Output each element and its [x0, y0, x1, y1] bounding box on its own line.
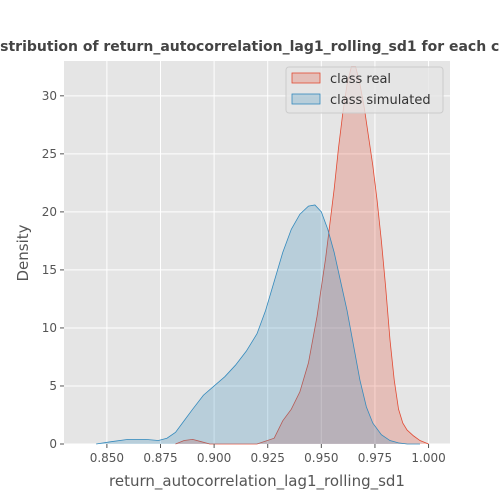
y-tick-label: 15 — [42, 263, 57, 277]
plot-background — [64, 61, 450, 444]
x-axis-label: return_autocorrelation_lag1_rolling_sd1 — [109, 472, 405, 491]
y-tick-label: 10 — [42, 321, 57, 335]
x-tick-label: 0.975 — [358, 451, 392, 465]
legend-swatch-real — [291, 72, 321, 84]
grid-lines — [64, 61, 450, 445]
x-tick-label: 0.900 — [197, 451, 231, 465]
series-area-real — [175, 66, 429, 445]
legend-label-simulated: class simulated — [330, 93, 431, 108]
x-tick-label: 0.925 — [251, 451, 285, 465]
x-axis-ticks: 0.850 0.875 0.900 0.925 0.950 0.975 1.000 — [90, 444, 446, 465]
legend: class real class simulated — [285, 66, 444, 114]
series-area-simulated — [96, 204, 420, 444]
y-tick-label: 5 — [49, 379, 57, 393]
y-tick-label: 0 — [49, 437, 57, 451]
y-tick-label: 25 — [42, 147, 57, 161]
x-tick-label: 0.875 — [143, 451, 177, 465]
legend-box — [285, 66, 444, 114]
series-line-simulated — [96, 204, 420, 445]
y-tick-label: 30 — [42, 89, 57, 103]
y-axis-label: Density — [14, 224, 32, 281]
y-tick-label: 20 — [42, 205, 57, 219]
x-tick-label: 0.850 — [90, 451, 124, 465]
x-tick-label: 0.950 — [304, 451, 338, 465]
legend-label-real: class real — [330, 72, 391, 87]
x-tick-label: 1.000 — [411, 451, 445, 465]
legend-swatch-simulated — [291, 93, 321, 105]
chart-title: Distribution of return_autocorrelation_l… — [0, 39, 500, 55]
y-axis-ticks: 0 5 10 15 20 25 30 — [42, 89, 64, 451]
